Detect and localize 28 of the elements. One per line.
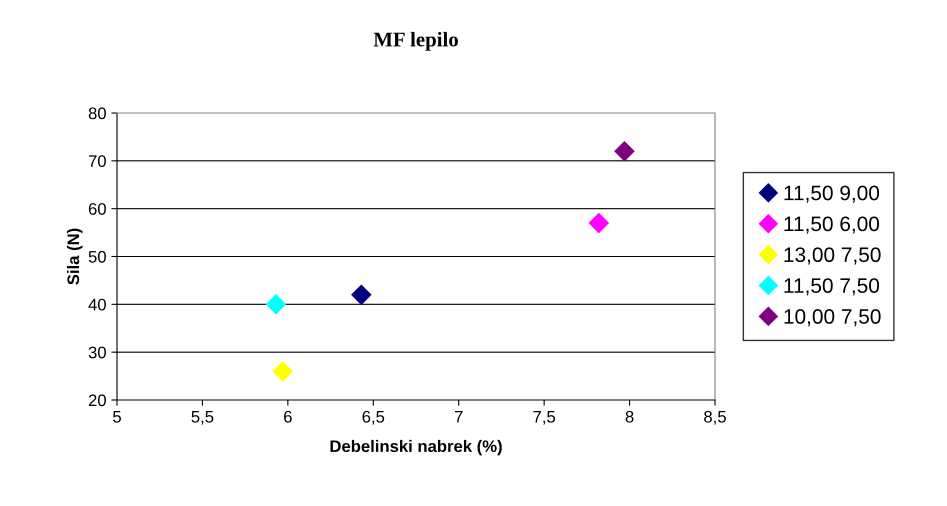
x-tick-label: 6,5 bbox=[362, 410, 384, 425]
point bbox=[266, 294, 286, 315]
y-tick-label: 20 bbox=[88, 394, 106, 406]
x-axis-title: Debelinski nabrek (%) bbox=[330, 440, 502, 456]
y-tick-label: 40 bbox=[88, 298, 106, 311]
y-tick-label: 80 bbox=[88, 107, 106, 120]
legend-label: 11,50 9,00 bbox=[784, 186, 880, 203]
chart-title: MF lepilo bbox=[374, 32, 458, 51]
y-axis-title: Sila (N) bbox=[66, 228, 82, 285]
legend-label: 10,00 7,50 bbox=[784, 309, 881, 326]
point bbox=[272, 361, 294, 382]
x-tick-label: 8,5 bbox=[704, 410, 726, 425]
y-tick-label: 50 bbox=[88, 250, 106, 263]
x-tick-label: 7 bbox=[454, 411, 463, 422]
x-tick-label: 6 bbox=[284, 410, 292, 423]
legend-label: 11,50 7,50 bbox=[784, 278, 880, 296]
y-tick-label: 70 bbox=[88, 155, 106, 168]
legend-label: 13,00 7,50 bbox=[784, 247, 881, 265]
x-tick-label: 5 bbox=[113, 411, 121, 423]
x-tick-label: 8 bbox=[626, 410, 634, 423]
legend-label: 11,50 6,00 bbox=[784, 216, 880, 234]
y-tick-label: 30 bbox=[88, 346, 106, 358]
x-tick-label: 5,5 bbox=[192, 411, 214, 425]
point bbox=[614, 140, 635, 162]
point bbox=[351, 284, 372, 306]
y-tick-label: 60 bbox=[88, 203, 106, 215]
point bbox=[588, 212, 610, 234]
x-tick-label: 7,5 bbox=[533, 411, 556, 425]
